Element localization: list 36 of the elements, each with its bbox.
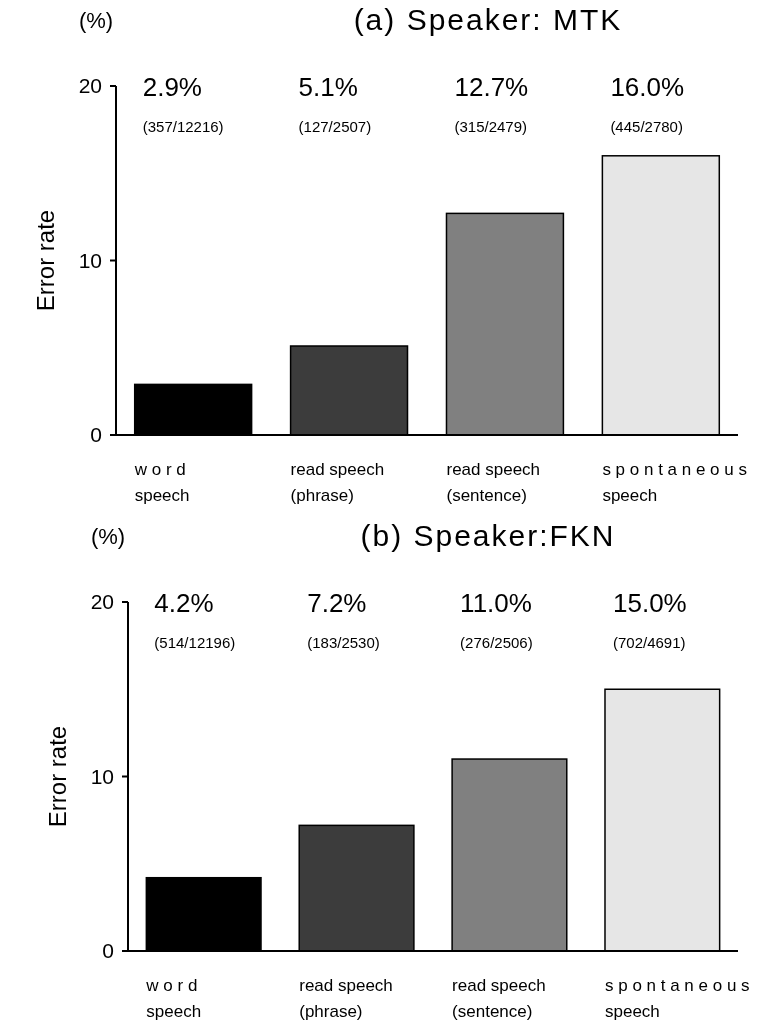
annotation: 2.9% xyxy=(142,72,202,102)
annotation: 16.0% xyxy=(610,72,685,102)
annotation: 5.1% xyxy=(298,72,358,102)
x-tick-label: read speech (phrase) xyxy=(290,460,385,505)
x-tick-label: w o r d speech xyxy=(145,976,202,1021)
chart-title: (a) Speaker: MTK xyxy=(353,3,623,36)
annotation: (357/12216) xyxy=(142,118,224,135)
y-tick-label: 0 xyxy=(90,423,102,447)
y-tick-label: 20 xyxy=(78,74,102,98)
annotation: 12.7% xyxy=(454,72,529,102)
annotation: 15.0% xyxy=(612,588,687,618)
annotation: (183/2530) xyxy=(307,634,380,651)
x-tick-label: read speech (sentence) xyxy=(452,976,546,1021)
annotation: 4.2% xyxy=(154,588,214,618)
annotation: (315/2479) xyxy=(454,118,528,135)
y-axis-title: Error rate xyxy=(44,725,71,828)
x-tick-label: w o r d speech xyxy=(133,460,190,505)
y-tick-label: 0 xyxy=(102,939,114,963)
y-tick-label: 10 xyxy=(78,248,102,272)
x-tick-label: s p o n t a n e o u s speech xyxy=(602,460,747,505)
y-tick-label: 20 xyxy=(90,590,114,614)
chart-title: (b) Speaker:FKN xyxy=(360,519,616,552)
annotation: 7.2% xyxy=(307,588,367,618)
annotation: (702/4691) xyxy=(612,634,686,651)
annotation: (127/2507) xyxy=(298,118,372,135)
annotation: (445/2780) xyxy=(610,118,683,135)
annotation: 11.0% xyxy=(460,588,532,618)
text: (%) xyxy=(78,8,114,33)
y-tick-label: 10 xyxy=(90,764,114,788)
annotation: (276/2506) xyxy=(460,634,533,651)
y-axis-title: Error rate xyxy=(32,209,59,312)
x-tick-label: s p o n t a n e o u s speech xyxy=(604,976,750,1021)
x-tick-label: read speech (sentence) xyxy=(446,460,541,505)
x-tick-label: read speech (phrase) xyxy=(299,976,393,1021)
text: (%) xyxy=(90,524,126,549)
annotation: (514/12196) xyxy=(154,634,236,651)
